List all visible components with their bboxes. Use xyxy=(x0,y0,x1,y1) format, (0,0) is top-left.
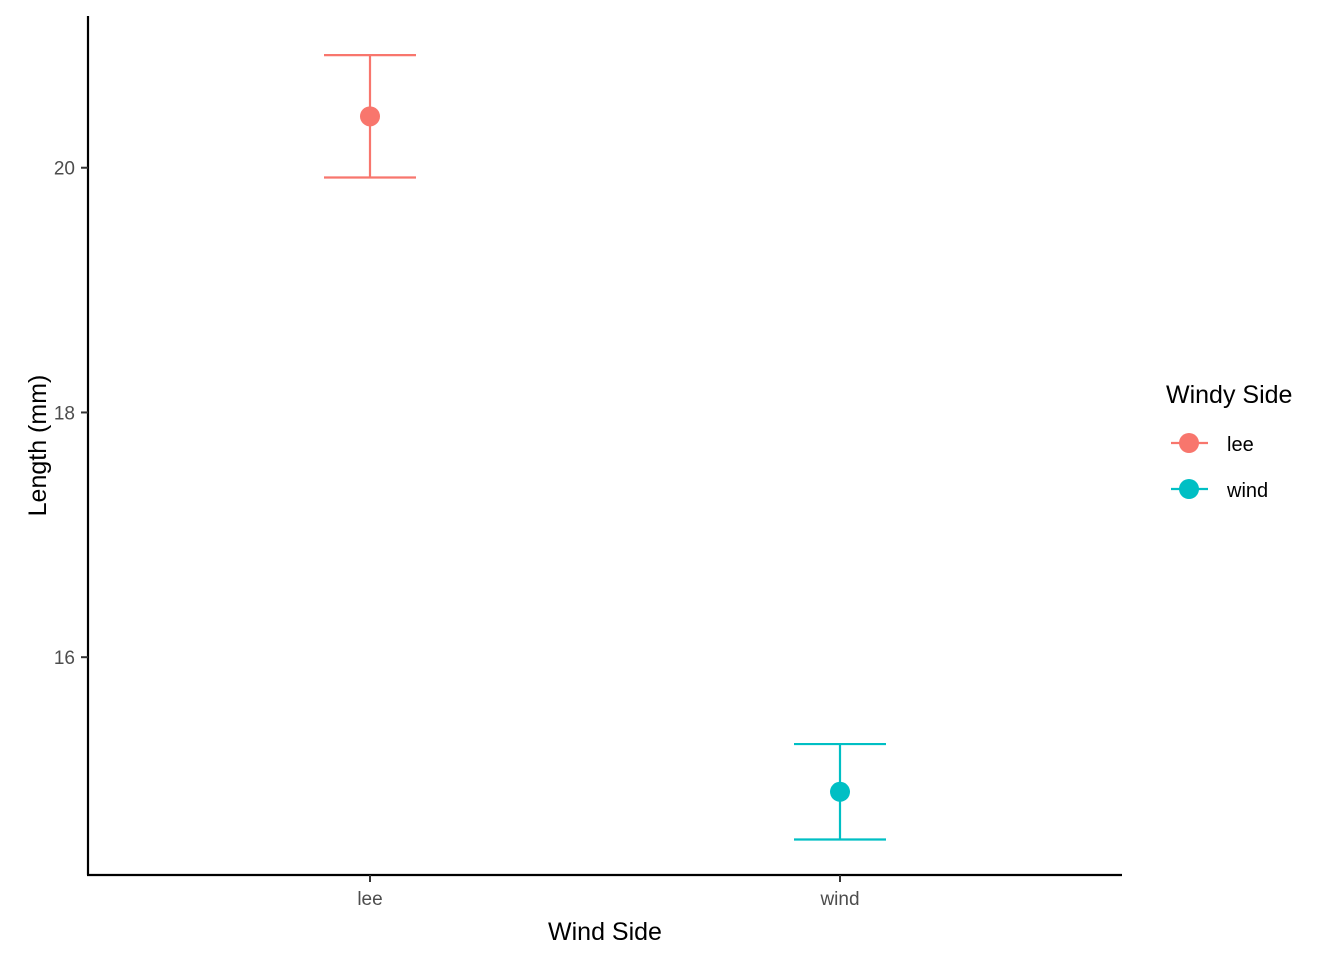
legend-item-label: lee xyxy=(1227,434,1254,456)
series-lee xyxy=(324,54,416,179)
x-tick-label: lee xyxy=(357,889,382,910)
x-ticks: lee wind xyxy=(357,875,860,910)
y-tick-label: 18 xyxy=(54,403,75,424)
legend-key-point xyxy=(1179,433,1199,453)
legend-title: Windy Side xyxy=(1166,381,1292,409)
legend-key-point xyxy=(1179,479,1199,499)
x-axis-title: Wind Side xyxy=(548,918,662,946)
legend: Windy Side lee wind xyxy=(1166,381,1292,502)
legend-item-lee: lee xyxy=(1171,433,1254,456)
axes xyxy=(86,16,1122,877)
legend-items: lee wind xyxy=(1171,433,1268,502)
y-axis-title: Length (mm) xyxy=(24,375,52,517)
y-tick-label: 20 xyxy=(54,159,75,180)
legend-item-wind: wind xyxy=(1171,479,1268,502)
legend-item-label: wind xyxy=(1226,480,1268,502)
y-ticks: 16 18 20 xyxy=(54,159,88,669)
data-point xyxy=(830,781,850,802)
series-wind xyxy=(794,742,886,841)
x-tick-label: wind xyxy=(819,889,859,910)
data-point xyxy=(360,106,380,127)
y-tick-label: 16 xyxy=(54,648,75,669)
plot-marks xyxy=(324,54,886,841)
